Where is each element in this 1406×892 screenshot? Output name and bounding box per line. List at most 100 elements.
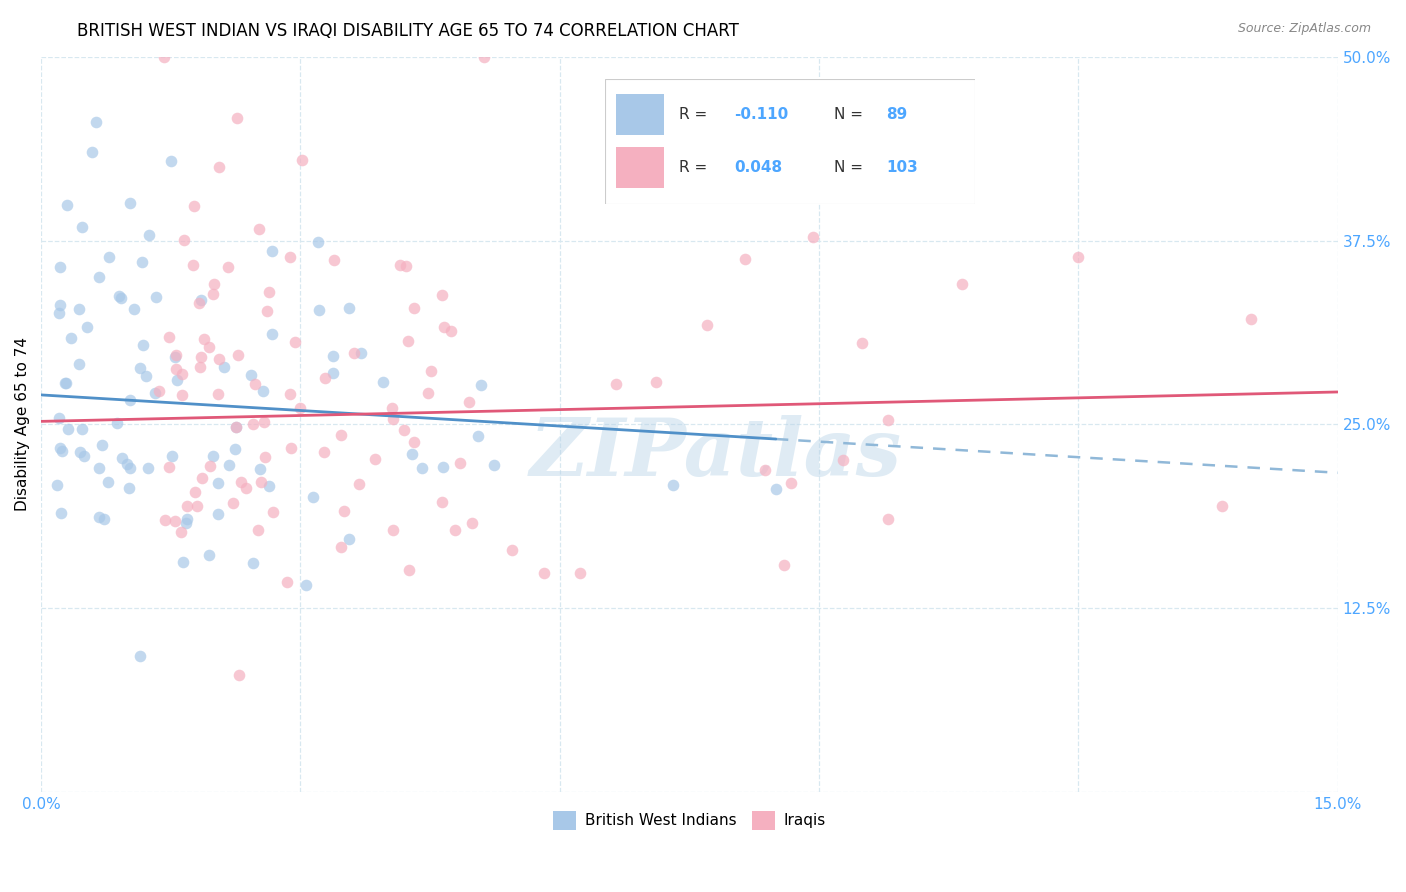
Point <box>229 475 252 489</box>
Text: BRITISH WEST INDIAN VS IRAQI DISABILITY AGE 65 TO 74 CORRELATION CHART: BRITISH WEST INDIAN VS IRAQI DISABILITY … <box>77 22 740 40</box>
Point <box>201 287 224 301</box>
Point <box>131 254 153 268</box>
Point <box>253 450 276 465</box>
Point <box>111 450 134 465</box>
Point <box>501 543 523 558</box>
Point <box>402 434 425 449</box>
Point <box>262 244 284 258</box>
Point <box>278 250 301 264</box>
Point <box>780 475 803 490</box>
Point <box>118 481 141 495</box>
Point <box>347 476 370 491</box>
Point <box>120 195 142 210</box>
Point <box>53 376 76 390</box>
Point <box>51 444 73 458</box>
Point <box>49 441 72 455</box>
Point <box>60 331 83 345</box>
Point <box>49 506 72 520</box>
Point <box>202 277 225 292</box>
Point <box>165 348 187 362</box>
Point <box>157 459 180 474</box>
Point <box>184 484 207 499</box>
Point <box>97 250 120 264</box>
Point <box>207 507 229 521</box>
Point <box>80 145 103 159</box>
Point <box>832 452 855 467</box>
Point <box>734 252 756 267</box>
Point <box>444 523 467 537</box>
Point <box>249 222 271 236</box>
Point <box>294 577 316 591</box>
Text: Source: ZipAtlas.com: Source: ZipAtlas.com <box>1237 22 1371 36</box>
Point <box>249 462 271 476</box>
Point <box>87 461 110 475</box>
Point <box>212 360 235 375</box>
Point <box>381 411 404 425</box>
Point <box>207 387 229 401</box>
Point <box>225 419 247 434</box>
Point <box>173 233 195 247</box>
Point <box>198 548 221 562</box>
Point <box>163 514 186 528</box>
Point <box>108 289 131 303</box>
Point <box>605 377 627 392</box>
Point <box>1067 250 1090 264</box>
Point <box>207 160 229 174</box>
Point <box>183 199 205 213</box>
Point <box>288 401 311 415</box>
Point <box>877 512 900 526</box>
Point <box>337 301 360 315</box>
Point <box>188 360 211 375</box>
Point <box>772 558 794 572</box>
Point <box>190 293 212 307</box>
Point <box>48 306 70 320</box>
Point <box>1211 499 1233 513</box>
Point <box>401 447 423 461</box>
Point <box>181 258 204 272</box>
Point <box>249 475 271 489</box>
Point <box>381 401 404 416</box>
Point <box>143 385 166 400</box>
Point <box>322 367 344 381</box>
Point <box>450 456 472 470</box>
Point <box>89 510 111 524</box>
Point <box>138 228 160 243</box>
Point <box>174 516 197 530</box>
Point <box>256 304 278 318</box>
Point <box>308 302 330 317</box>
Legend: British West Indians, Iraqis: British West Indians, Iraqis <box>547 805 832 836</box>
Point <box>157 330 180 344</box>
Point <box>337 532 360 546</box>
Point <box>165 350 187 364</box>
Point <box>440 324 463 338</box>
Point <box>46 478 69 492</box>
Point <box>198 458 221 473</box>
Point <box>247 523 270 537</box>
Point <box>330 541 353 555</box>
Point <box>153 50 176 64</box>
Point <box>67 302 90 317</box>
Point <box>389 258 412 272</box>
Point <box>350 346 373 360</box>
Point <box>533 566 555 580</box>
Point <box>176 499 198 513</box>
Point <box>90 438 112 452</box>
Point <box>950 277 973 291</box>
Point <box>371 375 394 389</box>
Point <box>170 367 193 381</box>
Point <box>416 386 439 401</box>
Point <box>222 495 245 509</box>
Point <box>235 481 257 495</box>
Point <box>343 345 366 359</box>
Point <box>276 574 298 589</box>
Point <box>420 364 443 378</box>
Point <box>402 301 425 315</box>
Point <box>56 422 79 436</box>
Point <box>172 388 194 402</box>
Point <box>801 230 824 244</box>
Point <box>754 463 776 477</box>
Point <box>72 422 94 436</box>
Point <box>207 475 229 490</box>
Point <box>217 260 239 274</box>
Point <box>314 371 336 385</box>
